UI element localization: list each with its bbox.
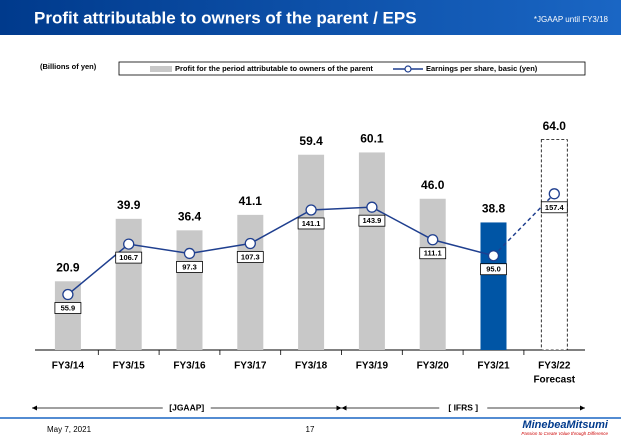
logo: MinebeaMitsumi — [522, 419, 609, 431]
eps-label-box — [297, 217, 325, 230]
legend-label: Earnings per share, basic (yen) — [426, 64, 538, 73]
eps-marker — [366, 201, 378, 213]
x-tick-label: FY3/15 — [113, 361, 146, 372]
eps-value-label: 111.1 — [424, 249, 442, 258]
x-tick-label: FY3/19 — [356, 361, 389, 372]
note: *JGAAP until FY3/18 — [534, 15, 609, 24]
eps-marker — [487, 250, 500, 262]
x-tick-label: FY3/22 — [538, 361, 571, 372]
eps-marker — [62, 288, 74, 301]
footer-date: May 7, 2021 — [47, 425, 92, 434]
forecast-label: Forecast — [533, 375, 575, 386]
period-label-bg — [439, 402, 488, 414]
bar-value-label: 38.8 — [482, 202, 506, 216]
eps-marker — [305, 204, 317, 216]
legend-label: Profit for the period attributable to ow… — [175, 64, 373, 73]
x-tick-label: FY3/20 — [417, 361, 450, 372]
bar — [358, 152, 385, 350]
eps-label-box — [480, 263, 507, 276]
eps-label-box — [54, 302, 82, 314]
bar-value-label: 60.1 — [360, 132, 384, 146]
period-label: [ IFRS ] — [448, 402, 478, 412]
bar-value-label: 46.0 — [421, 178, 445, 192]
unit-label: (Billions of yen) — [40, 62, 97, 71]
bar-value-label: 20.9 — [56, 260, 80, 274]
eps-value-label: 55.9 — [61, 304, 76, 313]
x-tick-label: FY3/17 — [234, 361, 267, 372]
x-tick-label: FY3/18 — [295, 361, 328, 372]
eps-marker — [427, 234, 439, 246]
bar — [298, 154, 325, 350]
eps-line — [67, 206, 494, 296]
chart-title: Profit attributable to owners of the par… — [34, 8, 417, 27]
eps-label-box — [358, 214, 386, 227]
eps-marker — [548, 188, 560, 200]
eps-value-label: 97.3 — [182, 262, 197, 271]
eps-label-box — [115, 251, 143, 264]
eps-value-label: 107.3 — [241, 252, 260, 261]
x-tick-label: FY3/16 — [173, 361, 206, 372]
eps-value-label: 157.4 — [545, 203, 565, 212]
eps-label-box — [540, 201, 568, 214]
period-label-bg — [162, 402, 211, 414]
x-tick-label: FY3/14 — [52, 361, 85, 372]
eps-value-label: 95.0 — [486, 265, 501, 274]
legend-box — [118, 61, 586, 76]
bar-value-label: 39.9 — [117, 198, 141, 212]
header-band — [0, 0, 621, 35]
eps-label-box — [176, 261, 203, 273]
tagline: Passion to Create Value through Differen… — [521, 431, 608, 436]
eps-label-box — [236, 251, 264, 263]
bar-value-label: 59.4 — [299, 134, 323, 148]
legend-swatch-marker — [404, 65, 412, 73]
bar — [419, 198, 446, 350]
eps-label-box — [419, 247, 447, 260]
bar — [540, 139, 568, 351]
eps-value-label: 143.9 — [363, 216, 382, 225]
eps-value-label: 141.1 — [302, 219, 321, 228]
bar — [480, 222, 507, 350]
legend-swatch-bar — [150, 66, 172, 72]
bar-value-label: 36.4 — [178, 210, 202, 224]
bar — [237, 214, 264, 350]
page-number: 17 — [306, 425, 315, 434]
eps-marker — [183, 247, 196, 260]
bar-value-label: 41.1 — [239, 194, 263, 208]
eps-marker — [123, 238, 135, 250]
eps-marker — [244, 237, 256, 250]
bar-value-label: 64.0 — [543, 119, 567, 133]
eps-value-label: 106.7 — [119, 253, 138, 262]
x-tick-label: FY3/21 — [477, 361, 510, 372]
period-label: [JGAAP] — [169, 402, 204, 412]
